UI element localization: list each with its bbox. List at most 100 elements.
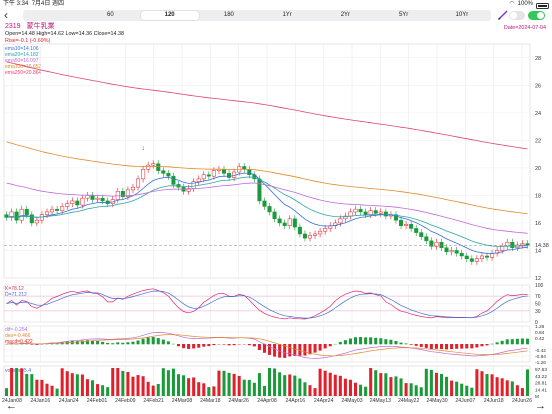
candle	[419, 232, 424, 237]
macd-bar	[348, 338, 352, 345]
volume-bar	[480, 371, 484, 396]
volume-bar	[252, 382, 256, 396]
ohlc-text: Open=14.48 High=14.62 Low=14.36 Close=14…	[5, 31, 124, 37]
toggle-switch-off[interactable]	[509, 11, 525, 20]
macd-bar	[359, 336, 363, 345]
kd-tick: 50	[535, 302, 541, 308]
draw-pen-icon[interactable]	[497, 9, 509, 21]
prev-arrow-icon[interactable]: ←	[6, 400, 17, 412]
candle	[201, 174, 206, 180]
back-chevron-icon[interactable]: ‹	[4, 8, 8, 22]
macd-bar	[197, 344, 201, 348]
macd-bar	[369, 337, 373, 345]
volume-bar	[384, 373, 388, 396]
macd-bar	[338, 341, 342, 345]
macd-bar	[212, 344, 216, 346]
volume-bar	[450, 380, 454, 396]
volume-bar	[85, 379, 89, 396]
x-axis-label: 24Feb21	[143, 398, 164, 404]
volume-tick: 43.22	[535, 374, 547, 380]
volume-bar	[70, 373, 74, 396]
tab-1Yr[interactable]: 1Yr	[282, 12, 292, 18]
volume-bar	[429, 369, 433, 396]
ema-line	[6, 141, 528, 215]
volume-bar	[414, 385, 418, 396]
price-tick: 28	[535, 56, 541, 62]
tab-10Yr[interactable]: 10Yr	[455, 12, 469, 18]
macd-bar	[182, 344, 186, 349]
x-axis-label: 24May30	[426, 398, 447, 404]
macd-bar	[465, 344, 469, 349]
volume-bar	[30, 374, 34, 396]
volume-bar	[126, 372, 130, 396]
legend-entry: dea=-0.466	[5, 333, 31, 339]
candle	[459, 252, 464, 257]
tab-180[interactable]: 180	[223, 12, 234, 18]
candle	[60, 206, 65, 211]
candle	[469, 258, 474, 262]
macd-bar	[116, 342, 120, 345]
volume-bar	[101, 385, 105, 396]
candle	[323, 228, 328, 232]
battery-percent: 100%	[517, 1, 533, 7]
volume-bar	[96, 384, 100, 396]
volume-bar	[394, 376, 398, 396]
x-axis-label: 24Jan24	[59, 398, 79, 404]
tab-5Yr[interactable]: 5Yr	[398, 12, 409, 18]
macd-bar	[520, 338, 524, 345]
candle	[267, 206, 272, 213]
status-right: ◠ 100%	[509, 0, 549, 9]
tab-120[interactable]: 120	[140, 11, 199, 20]
next-arrow-icon[interactable]: →	[535, 400, 546, 412]
candle	[368, 210, 373, 215]
tab-2Yr[interactable]: 2Yr	[340, 12, 351, 18]
volume-bar	[232, 373, 236, 396]
candle	[95, 197, 100, 200]
tab-60[interactable]: 60	[107, 12, 114, 18]
x-axis-label: 24Feb09	[115, 398, 136, 404]
candle	[115, 191, 120, 200]
x-axis-label: 24May13	[370, 398, 391, 404]
macd-bar	[166, 341, 170, 345]
candle	[373, 210, 378, 214]
macd-bar	[495, 342, 499, 345]
volume-bar	[445, 376, 449, 396]
toggle-switch-on[interactable]	[528, 11, 545, 20]
volume-bar	[353, 382, 358, 396]
volume-bar	[505, 380, 509, 396]
legend-entry: D=71.212	[5, 292, 27, 298]
volume-bar	[182, 375, 186, 396]
x-axis-label: 24Apr24	[314, 398, 334, 404]
candle	[14, 211, 19, 221]
volume-bar	[197, 382, 201, 396]
macd-bar	[151, 336, 155, 345]
candle	[161, 170, 166, 174]
x-axis-label: 24Feb01	[87, 398, 108, 404]
volume-bar	[379, 373, 383, 396]
volume-bar	[35, 379, 39, 396]
macd-bar	[161, 339, 165, 345]
candle	[257, 178, 262, 202]
candle	[277, 218, 282, 224]
macd-bar	[192, 344, 196, 349]
volume-bar	[5, 388, 9, 396]
volume-bar	[318, 368, 322, 396]
macd-bar	[232, 344, 236, 346]
volume-bar	[268, 368, 272, 396]
macd-bar	[439, 344, 444, 350]
ma-legend: ema10=14.106 ema20=14.182 ema50=16.097 ema1…	[5, 46, 41, 76]
macd-tick: -0.42	[535, 348, 546, 354]
stock-info: 2319 蒙牛乳業 Open=14.48 High=14.62 Low=14.36…	[5, 23, 124, 45]
macd-legend: dif=-0.254 dea=-0.466 macd=0.422	[5, 327, 33, 345]
macd-bar	[222, 344, 226, 345]
volume-bar	[364, 386, 368, 396]
x-axis-label: 24Mar18	[200, 398, 221, 404]
x-axis-label: 24Apr08	[257, 398, 277, 404]
candle	[9, 211, 14, 218]
macd-bar	[273, 344, 277, 357]
volume-bar	[25, 373, 29, 396]
macd-bar	[141, 338, 145, 345]
volume-bar	[424, 368, 428, 396]
